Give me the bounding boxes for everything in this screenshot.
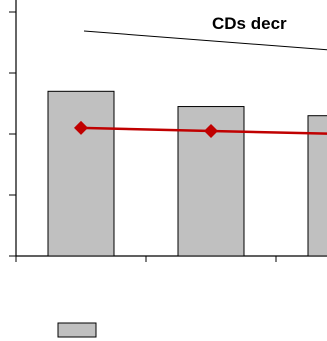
- bar: [47, 90, 115, 257]
- bar-series: [47, 90, 327, 257]
- line-series: [74, 120, 327, 138]
- line-point: [204, 123, 218, 138]
- legend: [57, 322, 97, 338]
- annotation: CDs decr: [83, 14, 327, 51]
- annotation-text: CDs decr: [212, 14, 287, 33]
- bar: [307, 115, 327, 257]
- legend-swatch-bar: [57, 322, 97, 338]
- line-point: [74, 120, 88, 135]
- annotation-connector: [83, 30, 327, 51]
